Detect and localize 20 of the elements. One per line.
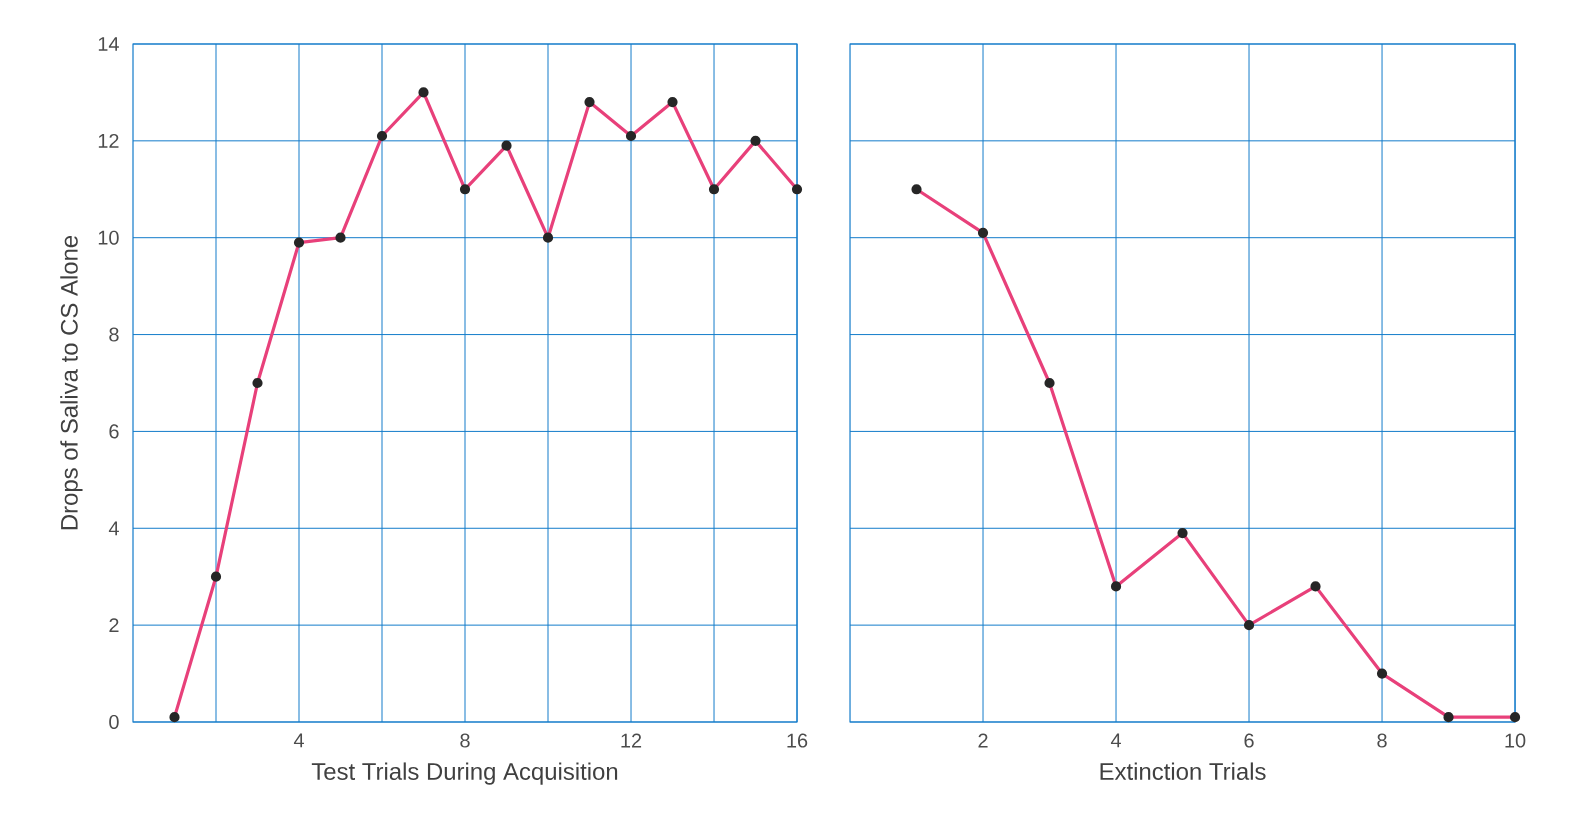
x-axis-title: Test Trials During Acquisition bbox=[311, 762, 618, 785]
y-tick-label: 6 bbox=[109, 424, 119, 439]
x-axis-title: Extinction Trials bbox=[1100, 762, 1266, 780]
y-tick-label: 8 bbox=[109, 327, 119, 342]
y-axis-title: Drops of Saliva to CS Alone bbox=[60, 235, 83, 530]
x-tick-label: 2 bbox=[978, 733, 988, 748]
x-tick-label: 4 bbox=[293, 733, 304, 748]
y-tick-label: 2 bbox=[109, 618, 119, 633]
x-tick-label: 6 bbox=[1244, 733, 1254, 748]
x-tick-label: 4 bbox=[1110, 733, 1121, 748]
x-tick-label: 16 bbox=[787, 733, 808, 748]
y-tick-label: 12 bbox=[98, 133, 119, 148]
y-tick-label: 10 bbox=[98, 230, 119, 245]
y-tick-label: 0 bbox=[109, 714, 119, 730]
x-tick-label: 8 bbox=[460, 733, 470, 748]
y-tick-label: 4 bbox=[108, 521, 119, 536]
x-tick-label: 12 bbox=[621, 733, 642, 748]
x-tick-label: 10 bbox=[1505, 733, 1526, 748]
y-tick-label: 14 bbox=[98, 37, 119, 51]
x-tick-label: 8 bbox=[1377, 733, 1387, 748]
